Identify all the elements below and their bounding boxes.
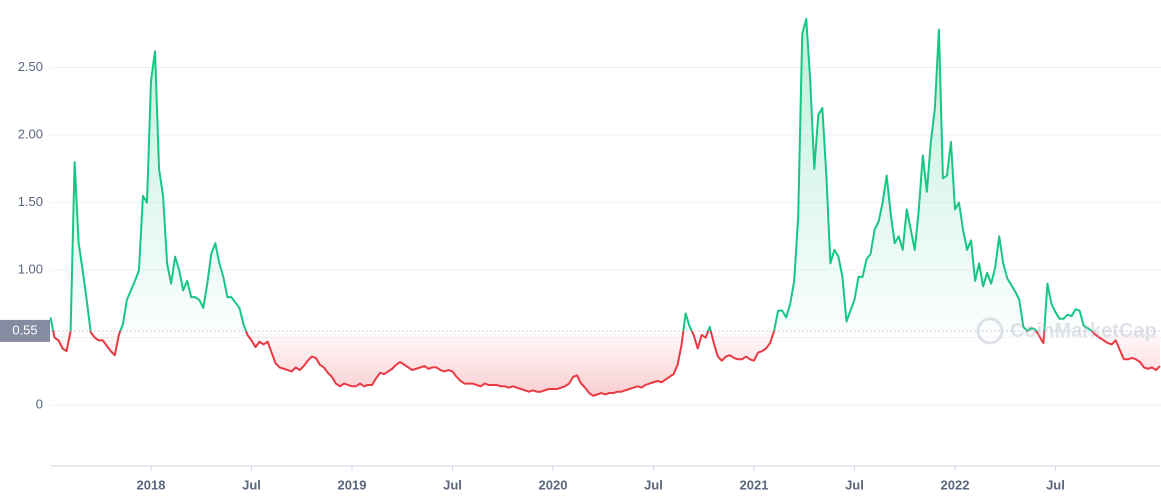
x-tick-label: 2020 bbox=[539, 477, 568, 492]
x-tick-label: 2021 bbox=[740, 477, 769, 492]
x-tick-label: Jul bbox=[1046, 477, 1065, 492]
watermark: CoinMarketCap bbox=[976, 317, 1157, 345]
price-line bbox=[49, 17, 1161, 397]
y-tick-label: 1.50 bbox=[18, 194, 43, 209]
y-tick-label: 2.50 bbox=[18, 59, 43, 74]
x-tick-label: Jul bbox=[242, 477, 261, 492]
price-area bbox=[50, 18, 1160, 396]
x-tick-label: 2019 bbox=[338, 477, 367, 492]
watermark-text: CoinMarketCap bbox=[1010, 320, 1157, 342]
x-tick-label: Jul bbox=[845, 477, 864, 492]
y-tick-label: 0 bbox=[36, 397, 43, 412]
x-tick-label: 2022 bbox=[941, 477, 970, 492]
y-tick-label: 2.00 bbox=[18, 127, 43, 142]
baseline-label: 0.55 bbox=[12, 322, 37, 337]
x-tick-label: 2018 bbox=[137, 477, 166, 492]
x-tick-label: Jul bbox=[443, 477, 462, 492]
x-tick-label: Jul bbox=[644, 477, 663, 492]
baseline-badge bbox=[0, 319, 50, 342]
watermark-logo bbox=[976, 317, 1004, 345]
y-tick-label: 1.00 bbox=[18, 262, 43, 277]
